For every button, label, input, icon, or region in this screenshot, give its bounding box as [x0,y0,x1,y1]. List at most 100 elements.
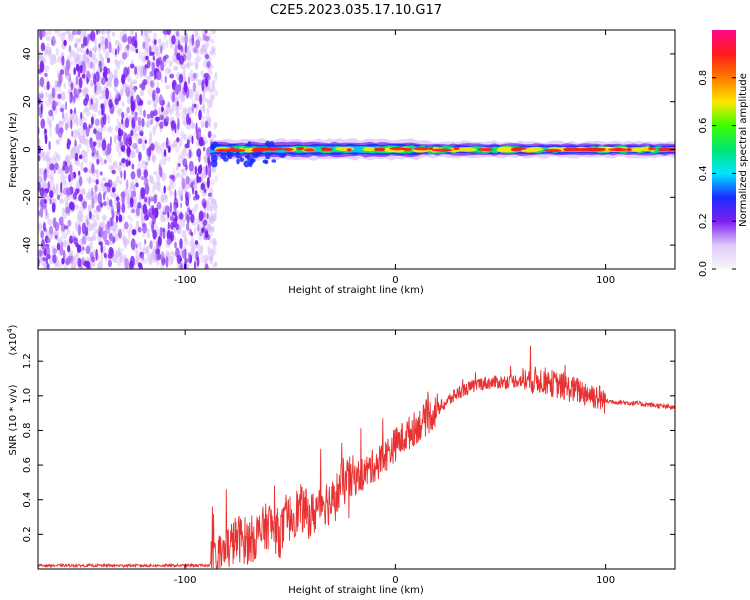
noise-speckle [73,53,79,63]
noise-speckle [152,125,156,136]
noise-speckle [210,198,217,205]
noise-blob [106,57,111,64]
noise-blob [166,238,172,246]
noise-speckle [100,253,104,263]
noise-blob [198,109,202,121]
noise-speckle [119,180,122,185]
noise-speckle [132,79,138,85]
signal-tail [252,151,259,159]
signal-streak [283,147,294,152]
noise-blob [137,226,142,233]
noise-blob [205,76,208,88]
noise-speckle [92,231,97,242]
noise-blob [193,46,198,54]
noise-blob [190,182,194,189]
noise-speckle [129,217,134,222]
noise-blob [127,35,133,45]
noise-blob [69,108,73,115]
noise-blob [45,208,48,217]
noise-speckle [168,185,172,192]
noise-blob [174,84,180,96]
noise-speckle [59,190,63,197]
y-tick-label: 1.0 [22,388,33,404]
noise-blob [78,170,81,176]
noise-blob [48,140,51,151]
noise-blob [107,253,113,259]
noise-blob [192,186,195,195]
noise-speckle [148,30,153,34]
noise-speckle [211,238,217,244]
noise-blob [86,48,89,55]
noise-speckle [98,53,103,59]
noise-blob [180,202,183,209]
noise-blob [186,113,190,125]
noise-blob [180,195,183,202]
noise-blob [130,171,136,180]
spectrogram-heatmap [38,30,675,269]
noise-blob [138,116,141,127]
noise-speckle [175,104,180,115]
snr-ylabel: SNR (10 * v/v) [8,384,19,455]
noise-blob [100,116,105,128]
noise-blob [44,133,48,145]
noise-speckle [195,62,199,69]
noise-speckle [208,224,212,232]
noise-blob [42,204,47,209]
noise-speckle [41,151,45,158]
noise-speckle [77,133,81,140]
noise-speckle [51,54,57,61]
noise-speckle [183,71,186,76]
noise-blob [125,137,129,147]
noise-speckle [145,246,149,254]
noise-blob [74,152,79,162]
noise-speckle [94,43,97,54]
noise-blob [152,55,155,61]
noise-blob [78,193,83,202]
noise-speckle [49,84,53,90]
noise-blob [38,68,42,74]
noise-speckle [153,171,158,176]
noise-speckle [94,194,98,201]
noise-blob [38,106,42,117]
noise-speckle [127,100,131,104]
colorbar-tick-label: 0.2 [698,213,709,229]
signal-streak [428,147,434,151]
noise-blob [125,179,129,190]
noise-blob [101,106,104,117]
y-tick-label: 0.6 [22,457,33,473]
noise-blob [56,194,61,200]
noise-blob [150,143,155,151]
noise-blob [150,79,154,87]
signal-streak [634,147,644,152]
noise-blob [204,30,208,34]
noise-blob [131,229,137,236]
noise-blob [86,218,89,226]
noise-blob [204,230,209,239]
noise-speckle [46,163,51,172]
noise-speckle [211,245,217,256]
noise-speckle [131,181,135,190]
noise-blob [166,137,169,149]
noise-speckle [71,265,75,269]
signal-streak [431,148,453,152]
noise-speckle [200,254,206,264]
snr-multiplier-exp: 4 [6,328,14,333]
noise-speckle [97,261,100,269]
noise-speckle [163,193,168,200]
noise-speckle [45,154,50,164]
noise-blob [158,94,163,106]
noise-speckle [169,255,174,265]
noise-speckle [166,39,169,49]
noise-blob [133,115,138,122]
noise-speckle [149,174,154,183]
noise-speckle [155,120,160,127]
noise-blob [106,182,111,193]
noise-blob [81,222,87,235]
noise-speckle [107,155,113,164]
noise-speckle [65,30,71,35]
signal-streak [544,148,562,153]
noise-speckle [155,226,160,233]
noise-blob [174,189,177,201]
noise-blob [48,109,54,117]
noise-speckle [208,118,212,128]
